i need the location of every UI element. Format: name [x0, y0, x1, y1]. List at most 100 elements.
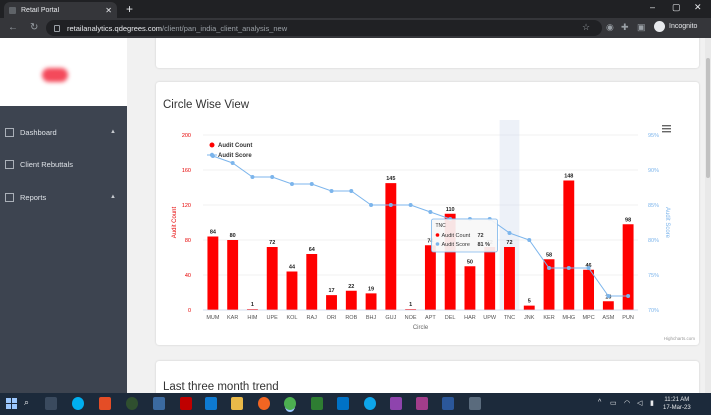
- bar-mum: [207, 236, 219, 310]
- web-page: Dashboard ▲ Client Rebuttals Reports ▲ C…: [0, 38, 711, 393]
- x-tick-label: UPE: [267, 315, 279, 321]
- app-icon-security[interactable]: [311, 397, 323, 410]
- score-point-mpc: [586, 266, 591, 270]
- extensions-icon[interactable]: ✚: [621, 22, 629, 32]
- score-point-bhj: [369, 203, 374, 207]
- app-icon-blue[interactable]: [364, 397, 376, 410]
- windows-taskbar: ⌕ ^ ▭ ◠ ◁ ▮ 11:21 AM 17-Mar-23: [0, 393, 711, 415]
- app-icon-red[interactable]: [99, 397, 111, 410]
- app-icon-magenta[interactable]: [416, 397, 428, 410]
- bar-ker: [543, 259, 555, 310]
- bar-data-label: 72: [506, 240, 512, 246]
- x-tick-label: NOE: [405, 315, 417, 321]
- y-tick-label: 40: [185, 273, 191, 279]
- close-tab-icon[interactable]: ✕: [105, 5, 112, 15]
- file-explorer-icon[interactable]: [231, 397, 243, 410]
- caret-up-icon: ▲: [110, 129, 116, 135]
- word-icon[interactable]: [442, 397, 454, 410]
- app-icon-purple[interactable]: [390, 397, 402, 410]
- bar-guj: [385, 183, 397, 310]
- back-icon[interactable]: ←: [8, 22, 18, 33]
- chart-credit[interactable]: Highcharts.com: [664, 336, 696, 341]
- score-point-guj: [388, 203, 393, 207]
- bar-data-label: 50: [467, 259, 473, 265]
- page-scrollbar[interactable]: [705, 38, 711, 393]
- tray-chevron-icon[interactable]: ^: [598, 399, 602, 406]
- bar-data-label: 110: [446, 207, 455, 213]
- incognito-profile[interactable]: Incognito: [654, 21, 697, 32]
- tooltip-score-marker: [435, 242, 440, 246]
- app-icon-green[interactable]: [126, 397, 138, 410]
- new-tab-icon[interactable]: +: [126, 2, 134, 16]
- sidebar-item-label: Client Rebuttals: [20, 159, 73, 169]
- tooltip-count-value: 72: [477, 233, 483, 239]
- filezilla-icon[interactable]: [180, 397, 192, 410]
- sidebar-item-client-rebuttals[interactable]: Client Rebuttals: [0, 154, 127, 174]
- x-tick-label: JNK: [524, 315, 535, 321]
- main-content: Circle Wise View 84 80 1 72 44 64 17 22 19 145 1 74…: [127, 38, 711, 393]
- app-icon-network[interactable]: [153, 397, 165, 410]
- bar-mhg: [563, 180, 575, 310]
- maximize-icon[interactable]: ▢: [672, 2, 681, 12]
- x-tick-label: DEL: [445, 315, 456, 321]
- network-icon[interactable]: ▭: [610, 400, 617, 407]
- sidepanel-icon[interactable]: ▣: [637, 22, 646, 32]
- y2-tick-label: 90%: [648, 168, 659, 174]
- skype-icon[interactable]: [72, 397, 84, 410]
- wifi-icon[interactable]: ◠: [624, 400, 631, 407]
- bookmark-star-icon[interactable]: ☆: [582, 22, 591, 32]
- bar-rob: [345, 290, 357, 310]
- bar-del: [444, 213, 456, 310]
- score-point-kol: [289, 182, 294, 186]
- sidebar-item-dashboard[interactable]: Dashboard ▲: [0, 122, 127, 142]
- outlook-icon[interactable]: [337, 397, 349, 410]
- bar-data-label: 98: [625, 217, 631, 223]
- bar-bhj: [365, 293, 377, 310]
- system-clock[interactable]: 11:21 AM 17-Mar-23: [663, 396, 691, 412]
- bar-har: [464, 266, 476, 310]
- bar-mpc: [583, 269, 595, 310]
- app-icon-orange[interactable]: [258, 397, 270, 410]
- address-bar[interactable]: retailanalytics.qdegrees.com /client/pan…: [46, 20, 602, 36]
- screenshot-icon[interactable]: ◉: [606, 22, 614, 32]
- scrollbar-thumb[interactable]: [706, 58, 710, 178]
- y-tick-label: 80: [185, 238, 191, 244]
- task-view-icon[interactable]: [45, 397, 57, 410]
- x-tick-label: HIM: [247, 315, 258, 321]
- app-icon-gray[interactable]: [469, 397, 481, 410]
- battery-icon[interactable]: ▮: [650, 400, 654, 407]
- chart-menu-icon[interactable]: [662, 125, 671, 133]
- url-host: retailanalytics.qdegrees.com: [67, 23, 163, 33]
- circle-wise-chart: 84 80 1 72 44 64 17 22 19 145 1 74 110 50 72 72 5 58 148 46…: [172, 120, 696, 341]
- x-tick-label: MPC: [582, 315, 594, 321]
- bar-upw: [484, 247, 496, 310]
- sidebar-item-reports[interactable]: Reports ▲: [0, 187, 127, 207]
- previous-card: [156, 38, 699, 68]
- bar-data-label: 19: [368, 286, 374, 292]
- x-tick-label: MHG: [562, 315, 575, 321]
- y2-tick-label: 85%: [648, 203, 659, 209]
- chrome-icon[interactable]: [284, 397, 296, 410]
- x-tick-label: TNC: [504, 315, 515, 321]
- minimize-icon[interactable]: –: [650, 2, 656, 12]
- close-window-icon[interactable]: ✕: [694, 2, 702, 12]
- bar-raj: [306, 254, 318, 310]
- x-tick-label: GUJ: [385, 315, 396, 321]
- tooltip-category: TNC: [435, 223, 446, 229]
- caret-up-icon: ▲: [110, 194, 116, 200]
- score-point-pun: [626, 294, 631, 298]
- card-title: Circle Wise View: [163, 99, 250, 111]
- score-point-noe: [408, 203, 413, 207]
- tooltip-count-label: Audit Count: [441, 233, 470, 239]
- search-icon[interactable]: ⌕: [24, 397, 30, 407]
- volume-icon[interactable]: ◁: [637, 400, 643, 407]
- vscode-icon[interactable]: [205, 397, 217, 410]
- circle-wise-card: Circle Wise View 84 80 1 72 44 64 17 22 19 145 1 74…: [156, 82, 699, 345]
- browser-tab[interactable]: Retail Portal ✕: [4, 2, 117, 18]
- legend-count-marker: [209, 142, 215, 148]
- bar-data-label: 74: [427, 238, 434, 244]
- windows-start-icon[interactable]: [6, 398, 18, 410]
- y2-tick-label: 70%: [648, 308, 659, 314]
- reload-icon[interactable]: ↻: [30, 22, 39, 33]
- x-tick-label: MUM: [206, 315, 220, 321]
